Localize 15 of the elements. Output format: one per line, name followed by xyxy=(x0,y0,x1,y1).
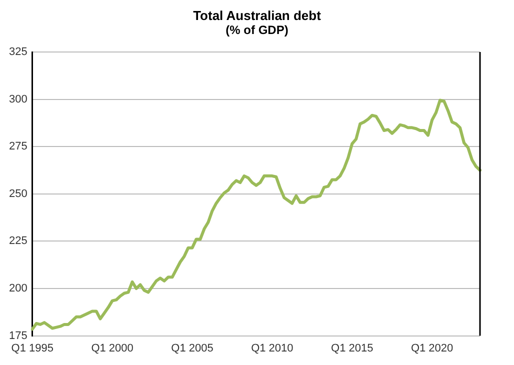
x-tick-label: Q1 2020 xyxy=(410,342,454,354)
y-tick-label: 325 xyxy=(8,46,28,58)
y-tick-label: 175 xyxy=(8,330,28,342)
x-tick-label: Q1 2015 xyxy=(331,342,374,354)
x-tick-label: Q1 2000 xyxy=(91,342,134,354)
x-tick-label: Q1 1995 xyxy=(11,342,54,354)
y-tick-label: 250 xyxy=(8,188,28,200)
y-tick-label: 225 xyxy=(8,235,28,248)
y-tick-label: 200 xyxy=(8,282,28,295)
y-tick-label: 300 xyxy=(8,93,28,106)
x-tick-label: Q1 2005 xyxy=(171,342,214,354)
chart-title: Total Australian debt xyxy=(192,8,322,23)
chart-subtitle: (% of GDP) xyxy=(224,23,290,37)
x-tick-label: Q1 2010 xyxy=(251,342,294,354)
y-tick-label: 275 xyxy=(8,140,28,153)
